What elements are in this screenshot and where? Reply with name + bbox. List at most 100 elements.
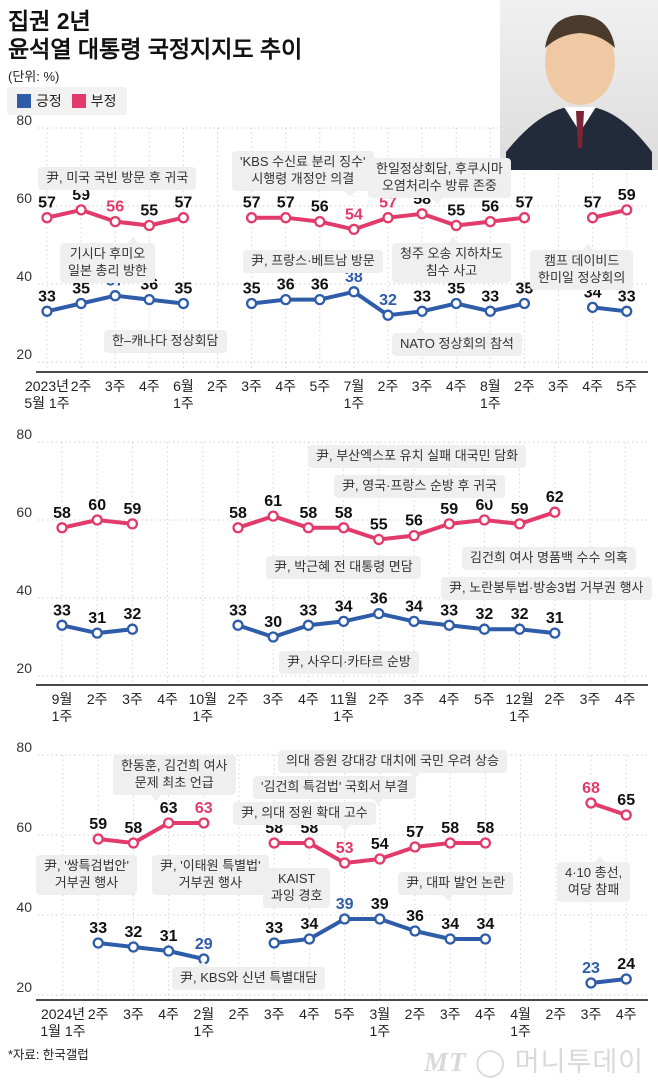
value-label: 31 [546,610,564,627]
data-point [162,817,175,829]
data-point [549,506,561,518]
x-axis-tick: 4주 [158,1006,179,1022]
value-label: 57 [516,195,534,212]
x-axis-tick: 2024년 1월 1주 [40,1006,85,1039]
x-axis-tick: 3주 [580,691,601,707]
value-label: 35 [72,281,90,298]
data-point [303,933,316,945]
value-label: 63 [195,800,213,817]
watermark-mt: MT [424,1047,467,1077]
value-label: 63 [160,800,178,817]
data-point [585,797,597,809]
legend-negative-label: 부정 [90,93,117,109]
y-axis-tick: 80 [16,739,32,755]
value-label: 59 [618,187,636,204]
x-axis-tick: 8월 1주 [480,378,501,411]
y-axis-tick: 40 [16,899,32,915]
data-point [41,305,53,317]
data-point [450,219,462,232]
data-point [126,518,139,530]
value-label: 32 [125,924,143,941]
x-axis-tick: 4주 [616,1006,637,1022]
data-point [198,953,210,965]
y-axis-tick: 80 [16,112,32,128]
data-point [621,305,633,317]
x-axis-tick: 2주 [514,378,535,394]
value-label: 58 [125,820,143,837]
data-point [177,212,190,224]
value-label: 35 [175,281,193,298]
x-axis-tick: 4주 [139,378,160,394]
source-note: *자료: 한국갤럽 [8,1048,89,1062]
value-label: 57 [379,195,397,212]
data-point [620,973,632,985]
value-label: 58 [335,505,353,522]
data-point [443,619,455,631]
data-point [268,837,280,849]
data-point [92,937,104,949]
data-point [337,615,350,628]
value-label: 34 [477,916,495,933]
data-point [478,623,491,635]
series-negative: 59 58 63 63 58 58 53 54 57 58 58 68 65 [89,780,635,869]
data-point [268,937,280,949]
series-positive: 33 35 37 36 35 35 36 36 38 32 33 35 33 35 34 33 [38,269,636,321]
page-title: 집권 2년 [8,8,91,34]
x-axis-tick: 4주 [615,691,636,707]
y-axis-tick: 60 [16,504,32,520]
y-axis-tick: 80 [16,426,32,442]
value-label: 57 [406,824,424,841]
x-axis-tick: 10월 1주 [189,691,217,724]
data-point [267,631,279,643]
data-point [585,977,597,989]
x-axis-tick: 5주 [334,1006,355,1022]
positive-swatch-icon [17,94,31,108]
tie [576,111,584,148]
value-label: 33 [300,602,318,619]
value-label: 33 [440,602,458,619]
x-axis-tick: 3월 1주 [369,1006,390,1039]
data-point [586,301,599,314]
legend-negative: 부정 [71,91,117,111]
y-axis-tick: 40 [16,582,32,598]
data-point [232,619,244,631]
value-label: 34 [405,598,423,615]
value-label: 29 [195,936,213,953]
value-label: 56 [106,199,124,216]
series-positive: 33 31 32 33 30 33 34 36 34 33 32 32 31 [53,591,564,643]
data-point [478,514,491,526]
data-point [416,208,428,220]
data-point [409,841,421,853]
value-label: 32 [511,606,529,623]
value-label: 23 [582,960,600,977]
data-point [348,286,360,298]
face [545,19,615,105]
value-label: 32 [379,292,397,309]
data-point [109,290,121,302]
x-axis-tick: 2주 [87,691,108,707]
x-axis-tick: 3주 [122,691,143,707]
series-negative: 57 59 56 55 57 57 57 56 54 57 58 55 56 57 57 59 [38,187,636,236]
data-point [382,212,394,224]
y-axis-tick: 40 [16,268,32,284]
value-label: 65 [617,792,635,809]
data-point [109,215,121,228]
value-label: 33 [53,602,71,619]
x-axis-tick: 9월 1주 [52,691,73,724]
value-label: 58 [265,820,283,837]
data-point [409,925,421,937]
legend-positive: 긍정 [17,91,62,111]
value-label: 34 [584,284,602,301]
y-axis-tick: 20 [16,346,32,362]
x-axis-tick: 11월 1주 [330,691,357,724]
value-label: 34 [441,916,459,933]
x-axis-tick: 2주 [228,691,249,707]
value-label: 36 [140,277,158,294]
data-point [232,522,244,534]
data-point [518,297,531,310]
data-point [416,305,428,317]
x-axis-tick: 4주 [157,691,178,707]
value-label: 33 [38,288,56,305]
